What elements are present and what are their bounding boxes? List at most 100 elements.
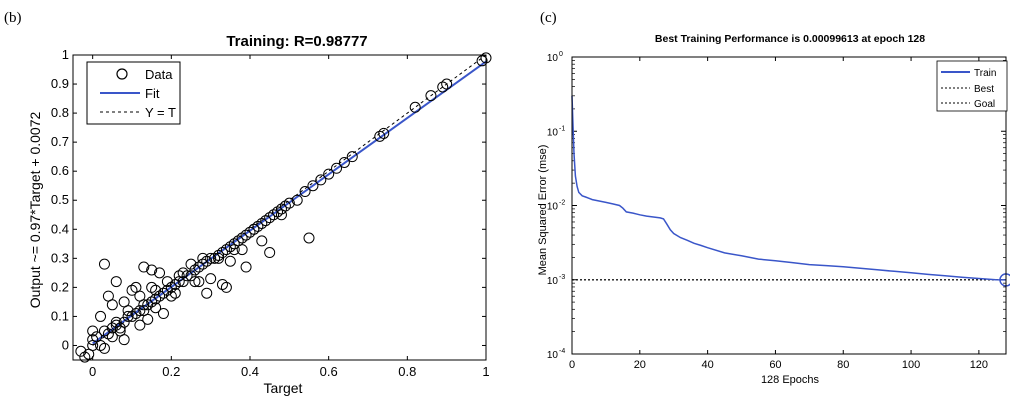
data-point (338, 156, 350, 168)
data-point (205, 273, 217, 285)
data-point (142, 299, 154, 311)
legend-identity-label: Y = T (145, 105, 176, 120)
data-point (189, 264, 201, 276)
data-point (157, 308, 169, 320)
data-point (216, 278, 228, 290)
data-point (323, 168, 335, 180)
data-point (181, 270, 193, 282)
data-point (264, 247, 276, 259)
data-point (275, 209, 287, 221)
data-point (142, 313, 154, 325)
data-point (189, 276, 201, 288)
data-point (244, 226, 256, 238)
data-point (177, 267, 189, 279)
data-point (154, 290, 166, 302)
x-tick-label: 0 (569, 359, 575, 371)
data-point (122, 310, 134, 322)
data-point (126, 284, 138, 296)
data-point (106, 299, 118, 311)
data-point (106, 322, 118, 334)
performance-legend: Train Best Goal (936, 60, 1008, 112)
data-point (476, 55, 488, 67)
x-tick-label: 1 (482, 364, 489, 379)
data-point (425, 90, 437, 102)
data-point (87, 325, 99, 337)
data-point (216, 247, 228, 259)
regression-y-axis-label: Output ~= 0.97*Target + 0.0072 (27, 112, 43, 309)
data-point (378, 127, 390, 139)
data-point (146, 296, 158, 308)
data-point (201, 287, 213, 299)
data-point (110, 276, 122, 288)
data-point (98, 342, 110, 354)
data-point (161, 276, 173, 288)
data-point (256, 217, 268, 229)
y-tick-exponent: -3 (559, 274, 565, 281)
data-point (213, 252, 225, 264)
y-tick-exponent: -4 (559, 348, 565, 355)
regression-chart: Training: R=0.98777 Target Output ~= 0.9… (27, 33, 492, 396)
data-point (150, 293, 162, 305)
y-tick-label: 10 (547, 53, 559, 64)
data-point (95, 339, 107, 351)
data-point (98, 258, 110, 270)
y-tick-exponent: 0 (559, 51, 563, 58)
y-tick-label: 10 (547, 350, 559, 361)
data-point (165, 290, 177, 302)
legend-fit-label: Fit (145, 86, 160, 101)
y-tick-label: 10 (547, 127, 559, 138)
x-tick-label: 120 (970, 359, 988, 371)
data-point (264, 212, 276, 224)
panel-label-b: (b) (4, 10, 22, 26)
y-tick-label: 0.5 (51, 192, 69, 207)
legend-best-label: Best (974, 84, 994, 95)
data-point (346, 151, 358, 163)
data-point (197, 258, 209, 270)
legend-data-marker (116, 68, 128, 80)
data-point (154, 267, 166, 279)
data-point (165, 281, 177, 293)
y-tick-label: 0.4 (51, 221, 69, 236)
data-point (248, 223, 260, 235)
performance-chart-title: Best Training Performance is 0.00099613 … (655, 33, 925, 45)
data-point (169, 287, 181, 299)
data-point (209, 252, 221, 264)
y-tick-label: 10 (547, 202, 559, 213)
data-point (228, 238, 240, 250)
data-point (236, 232, 248, 244)
data-point (224, 241, 236, 253)
performance-y-axis-label: Mean Squared Error (mse) (537, 145, 549, 276)
data-point (177, 276, 189, 288)
x-tick-label: 0.2 (162, 364, 180, 379)
legend-data-label: Data (145, 67, 173, 82)
data-point (98, 325, 110, 337)
data-point (441, 78, 453, 90)
performance-data-layer (571, 95, 1010, 287)
data-point (87, 334, 99, 346)
data-point (138, 261, 150, 273)
data-point (79, 351, 91, 363)
x-tick-label: 60 (769, 359, 781, 371)
y-tick-label: 0.2 (51, 279, 69, 294)
performance-legend-box (936, 60, 1008, 112)
train-series-line (571, 95, 1007, 281)
x-tick-label: 0 (89, 364, 96, 379)
data-point (185, 270, 197, 282)
data-point (299, 186, 311, 198)
data-point (307, 180, 319, 192)
data-point (150, 302, 162, 314)
data-point (134, 319, 146, 331)
data-point (409, 101, 421, 113)
data-point (303, 232, 315, 244)
data-point (275, 203, 287, 215)
y-tick-exponent: -2 (559, 200, 565, 207)
data-point (220, 244, 232, 256)
data-point (228, 244, 240, 256)
x-tick-label: 40 (702, 359, 714, 371)
y-tick-label: 0.3 (51, 250, 69, 265)
y-tick-label: 0.7 (51, 134, 69, 149)
data-point (134, 290, 146, 302)
data-point (374, 130, 386, 142)
data-point (331, 162, 343, 174)
